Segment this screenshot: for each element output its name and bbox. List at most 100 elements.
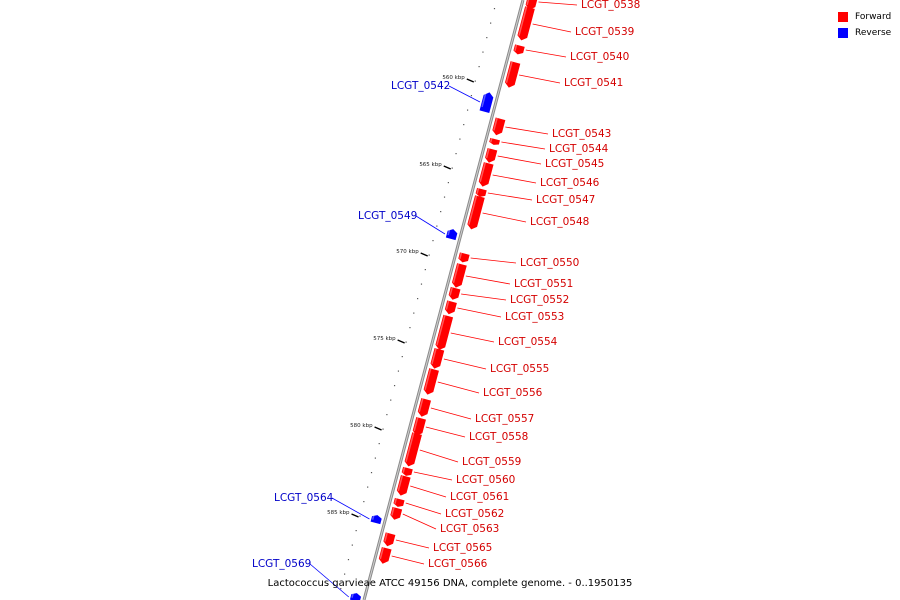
gene-label[interactable]: LCGT_0539 <box>575 26 634 38</box>
gene-arrow[interactable] <box>444 300 457 315</box>
tick-label: 565 kbp <box>419 162 442 168</box>
gene-arrow[interactable] <box>349 592 362 600</box>
gene-arrow[interactable] <box>382 532 396 547</box>
gene-leader-line <box>448 85 481 103</box>
gene-label[interactable]: LCGT_0559 <box>462 456 521 468</box>
minor-tick <box>470 95 473 97</box>
gene-arrow-body <box>458 252 470 263</box>
gene-arrow[interactable] <box>479 91 495 113</box>
gene-label[interactable]: LCGT_0547 <box>536 194 595 206</box>
minor-tick <box>459 138 461 140</box>
gene-leader-line <box>415 215 446 235</box>
gene-arrow[interactable] <box>504 61 521 89</box>
gene-arrow[interactable] <box>458 252 470 263</box>
gene-arrow[interactable] <box>478 162 494 188</box>
gene-arrow[interactable] <box>404 432 422 467</box>
gene-arrow-shade <box>476 188 480 194</box>
gene-label[interactable]: LCGT_0540 <box>570 51 629 63</box>
gene-label[interactable]: LCGT_0552 <box>510 294 569 306</box>
gene-label[interactable]: LCGT_0554 <box>498 336 558 348</box>
minor-tick <box>367 486 369 488</box>
gene-label[interactable]: LCGT_0564 <box>274 492 334 504</box>
gene-arrow[interactable] <box>423 368 439 396</box>
gene-arrow[interactable] <box>516 6 535 41</box>
gene-arrow[interactable] <box>417 398 432 418</box>
gene-arrow[interactable] <box>396 475 411 497</box>
tick-mark <box>420 252 428 257</box>
minor-tick <box>363 501 365 503</box>
minor-tick <box>455 153 457 155</box>
gene-label[interactable]: LCGT_0556 <box>483 387 543 399</box>
gene-label[interactable]: LCGT_0562 <box>445 508 504 520</box>
minor-tick <box>447 182 449 184</box>
minor-tick <box>382 428 384 430</box>
gene-leader-line <box>309 563 350 598</box>
minor-tick <box>370 472 373 474</box>
gene-label[interactable]: LCGT_0551 <box>514 278 573 290</box>
gene-arrow-shade <box>405 432 415 462</box>
gene-arrow[interactable] <box>445 228 458 241</box>
gene-label[interactable]: LCGT_0545 <box>545 158 604 170</box>
gene-arrow[interactable] <box>491 117 506 137</box>
gene-arrow[interactable] <box>466 195 485 230</box>
gene-leader-line <box>443 358 487 370</box>
gene-arrow-body <box>467 195 485 230</box>
gene-arrow-body <box>448 286 461 300</box>
gene-arrow-body <box>430 348 445 369</box>
gene-label[interactable]: LCGT_0546 <box>540 177 600 189</box>
gene-label[interactable]: LCGT_0557 <box>475 413 534 425</box>
gene-arrow-shade <box>518 6 528 36</box>
genome-backbone-highlight <box>363 0 524 600</box>
gene-arrow[interactable] <box>378 546 392 565</box>
labels-layer: LCGT_0538 LCGT_0539 LCGT_0540 LCGT_0541 LCGT… <box>252 0 640 598</box>
gene-arrow[interactable] <box>525 0 539 11</box>
gene-arrow[interactable] <box>489 137 500 146</box>
minor-tick <box>478 66 480 68</box>
gene-label[interactable]: LCGT_0542 <box>391 80 450 92</box>
gene-label[interactable]: LCGT_0563 <box>440 523 499 535</box>
gene-arrow[interactable] <box>434 314 454 351</box>
minor-tick <box>401 356 403 358</box>
gene-leader-line <box>501 141 546 150</box>
gene-leader-line <box>437 381 480 394</box>
minor-tick <box>344 573 346 575</box>
gene-label[interactable]: LCGT_0544 <box>549 143 609 155</box>
legend-item-reverse: Reverse <box>838 25 891 41</box>
minor-tick <box>486 37 488 39</box>
gene-label[interactable]: LCGT_0549 <box>358 210 417 222</box>
gene-arrow[interactable] <box>475 187 487 198</box>
gene-arrow[interactable] <box>393 497 405 508</box>
gene-arrow[interactable] <box>429 348 445 370</box>
gene-arrow[interactable] <box>484 147 498 164</box>
gene-arrow-shade <box>479 162 487 183</box>
gene-label[interactable]: LCGT_0555 <box>490 363 549 375</box>
gene-arrow[interactable] <box>370 514 383 525</box>
gene-arrow-body <box>451 263 467 288</box>
gene-label[interactable]: LCGT_0543 <box>552 128 611 140</box>
gene-arrow[interactable] <box>451 263 467 289</box>
gene-leader-line <box>482 212 527 223</box>
minor-tick <box>405 341 407 343</box>
gene-arrow[interactable] <box>513 44 525 55</box>
gene-leader-line <box>519 74 561 84</box>
gene-label[interactable]: LCGT_0558 <box>469 431 528 443</box>
gene-label[interactable]: LCGT_0548 <box>530 216 589 228</box>
gene-label[interactable]: LCGT_0566 <box>428 558 488 570</box>
gene-label[interactable]: LCGT_0553 <box>505 311 564 323</box>
gene-label[interactable]: LCGT_0560 <box>456 474 515 486</box>
gene-leader-line <box>391 555 425 565</box>
gene-label[interactable]: LCGT_0565 <box>433 542 492 554</box>
minor-tick <box>417 298 419 300</box>
gene-label[interactable]: LCGT_0550 <box>520 257 579 269</box>
tick-label: 585 kbp <box>327 510 350 516</box>
gene-arrow[interactable] <box>389 506 403 521</box>
legend: Forward Reverse <box>838 9 891 41</box>
gene-label[interactable]: LCGT_0541 <box>564 77 623 89</box>
gene-arrow[interactable] <box>448 286 461 301</box>
gene-arrow[interactable] <box>401 466 413 477</box>
gene-label[interactable]: LCGT_0538 <box>581 0 640 11</box>
gene-arrow[interactable] <box>412 417 426 437</box>
gene-arrow-shade <box>402 467 406 473</box>
gene-label[interactable]: LCGT_0569 <box>252 558 311 570</box>
gene-label[interactable]: LCGT_0561 <box>450 491 509 503</box>
